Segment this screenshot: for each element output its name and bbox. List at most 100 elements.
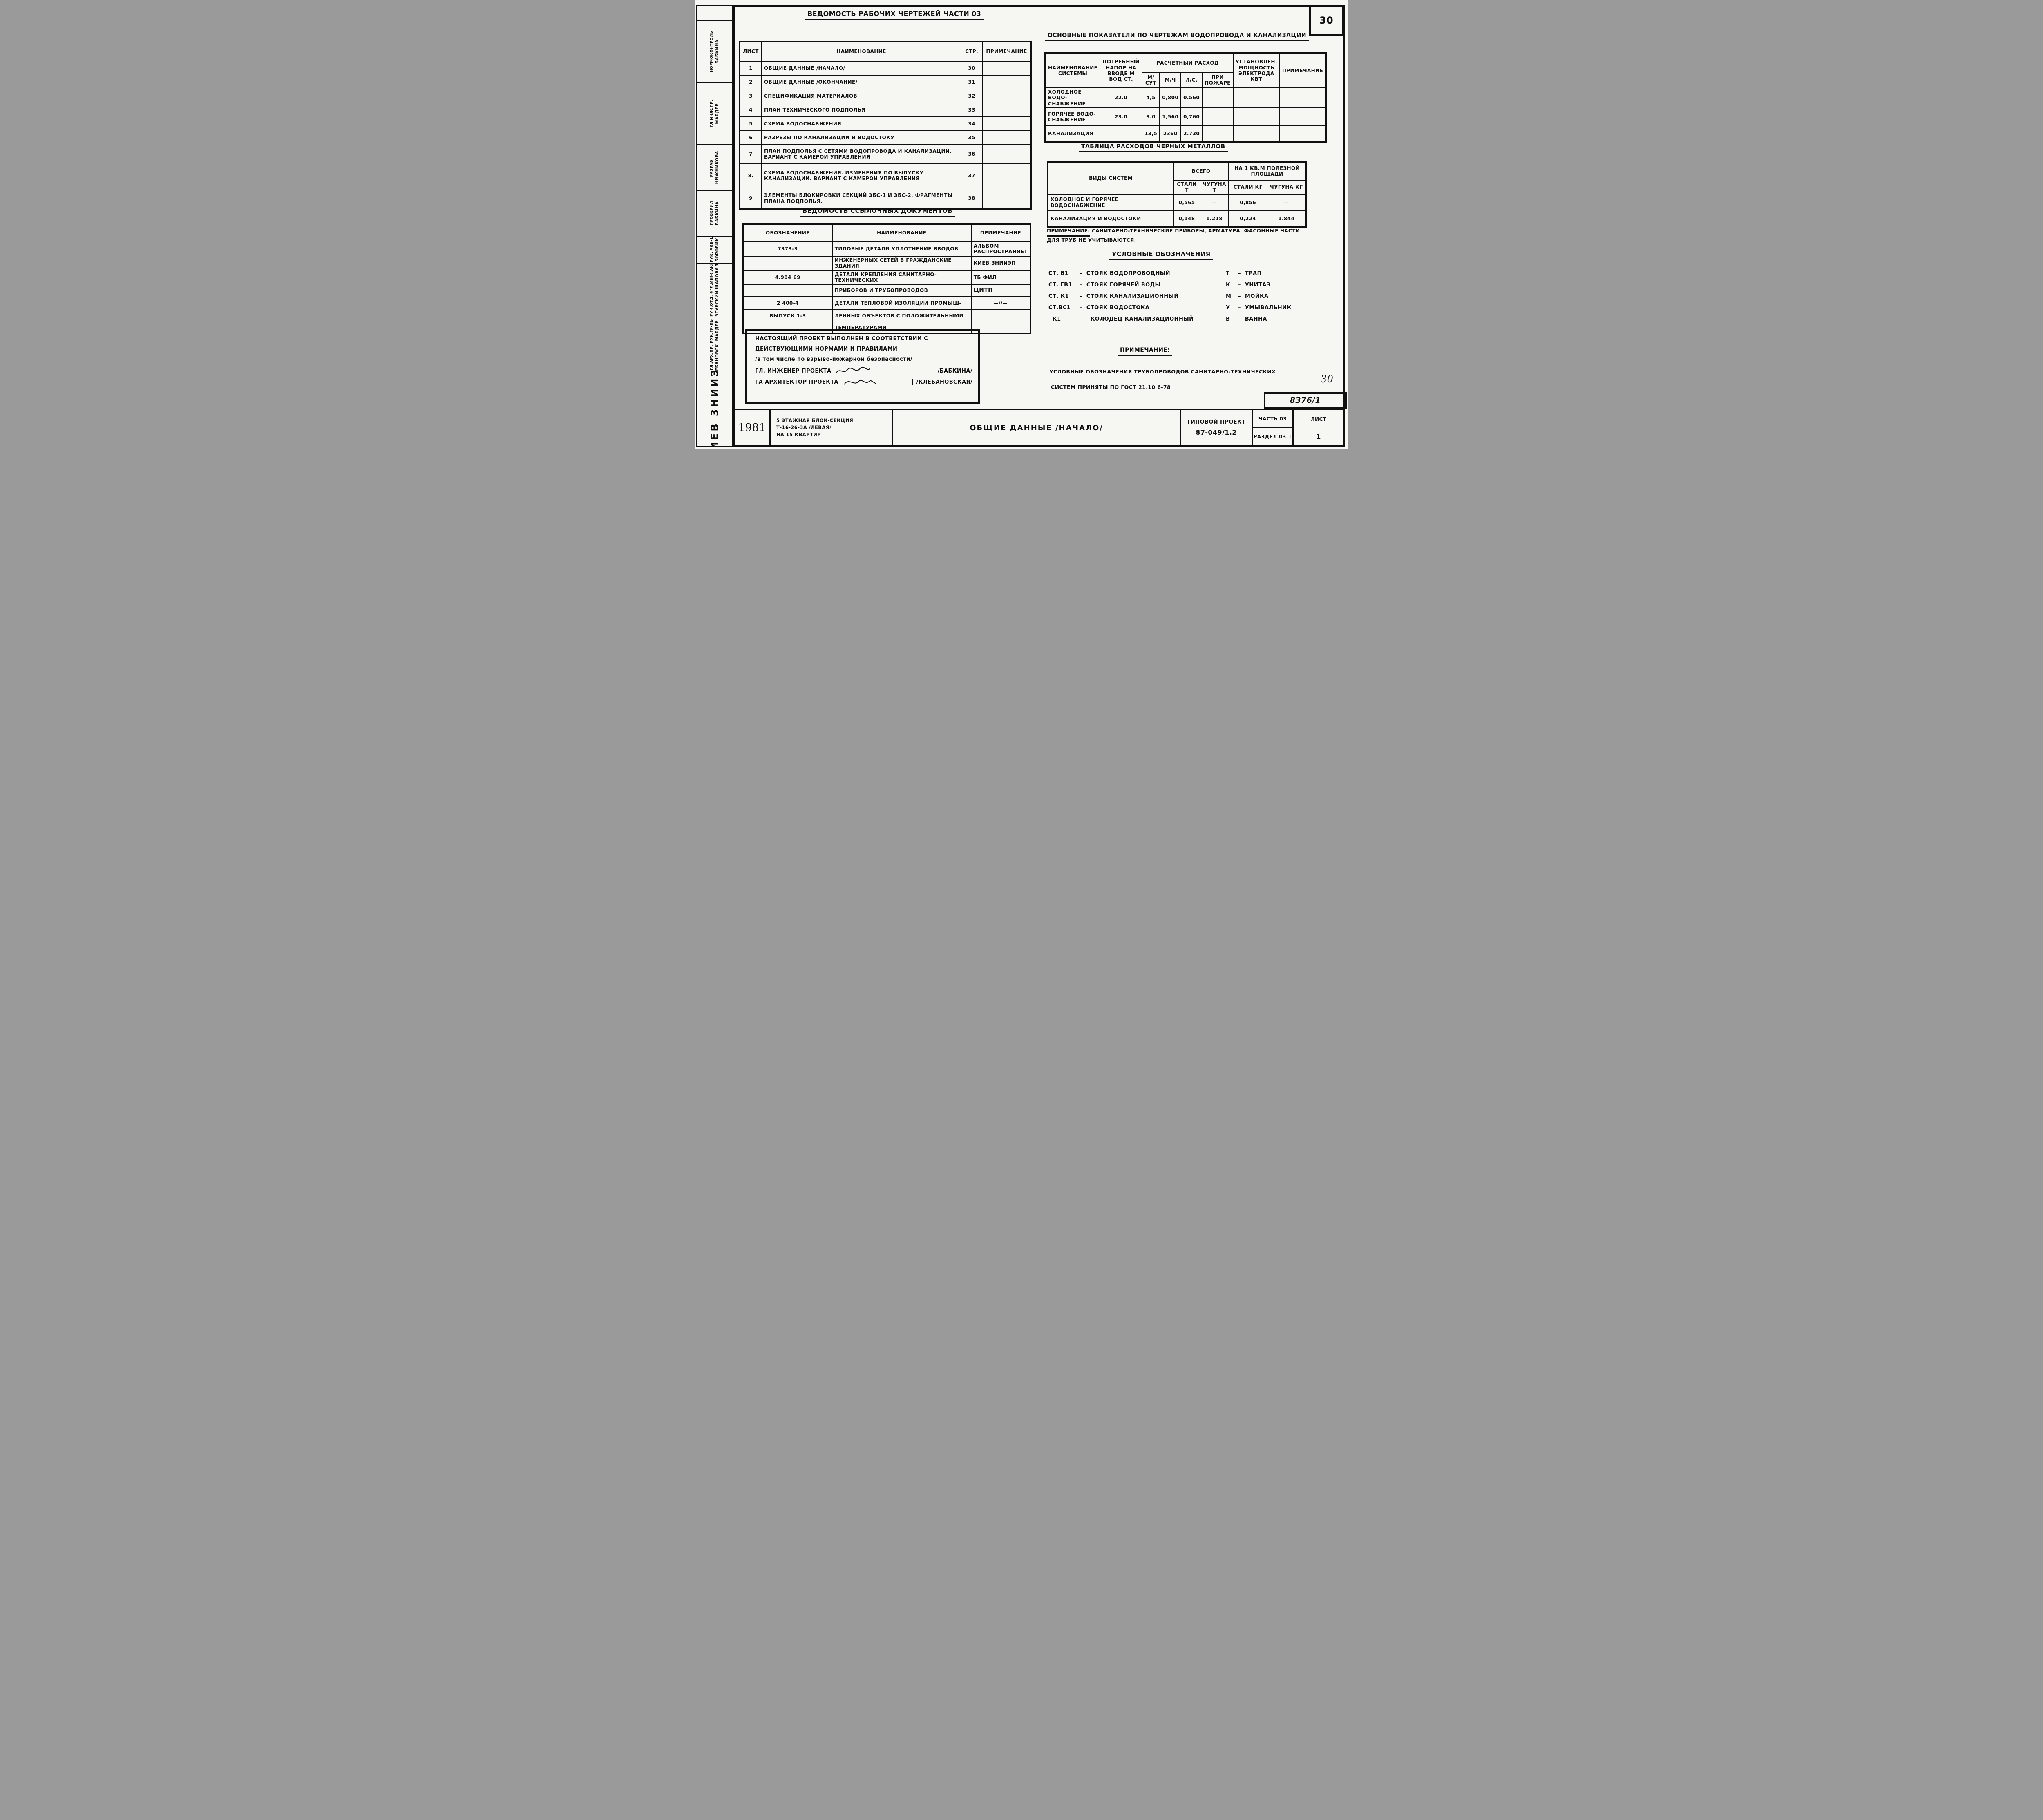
signature-role: Гл. инженер проекта bbox=[755, 368, 832, 374]
col-hour: м/ч bbox=[1159, 72, 1182, 88]
legend-item: М – Мойка bbox=[1226, 293, 1340, 299]
cell-note bbox=[982, 61, 1032, 76]
stamp-role: Гл.инж.пр. bbox=[710, 100, 714, 127]
worksheets-title: Ведомость рабочих чертежей части 03 bbox=[805, 10, 984, 20]
object-line1: 5 этажная блок-секция bbox=[776, 418, 854, 424]
cell-note bbox=[1279, 87, 1327, 109]
cell-iron-t: — bbox=[1200, 194, 1229, 211]
worksheets-table: Лист Наименование Стр. Примечание 1 Общи… bbox=[739, 41, 1032, 210]
note2-title-wrap: Примечание: bbox=[1118, 346, 1173, 356]
cell-note bbox=[982, 188, 1032, 210]
cell-day: 13,5 bbox=[1141, 125, 1160, 143]
cell-name: План технического подполья bbox=[761, 103, 962, 117]
table-row: 2 400-4 Детали тепловой изоляции промыш-… bbox=[742, 296, 1031, 310]
stamp-role: Гл.инж.АКБ bbox=[710, 264, 714, 290]
legend-symbol: Ст. К1 bbox=[1048, 293, 1069, 299]
table-row: 8. Схема водоснабжения. Изменения по вып… bbox=[739, 163, 1032, 188]
table-row: 3 Спецификация материалов 32 bbox=[739, 89, 1032, 103]
dash: – bbox=[1080, 293, 1082, 299]
dash: – bbox=[1080, 270, 1082, 277]
legend-item: Ст. К1 – Стояк канализационный bbox=[1048, 293, 1212, 299]
cell-sheet: 9 bbox=[739, 188, 762, 210]
table-row: 9 Элементы блокировки секций ЭБС-1 и ЭБС… bbox=[739, 188, 1032, 210]
cell-sec: 2.730 bbox=[1180, 125, 1203, 143]
legend-title-wrap: Условные обозначения bbox=[1109, 250, 1213, 260]
cell-code: 2 400-4 bbox=[742, 296, 833, 310]
table-row: 5 Схема водоснабжения 34 bbox=[739, 116, 1032, 131]
table-row: Горячее водо-снабжение 23.0 9.0 1,560 0,… bbox=[1044, 107, 1327, 127]
legend-label: Унитаз bbox=[1245, 282, 1271, 288]
title-block-project: Типовой проект 87-049/1.2 bbox=[1181, 410, 1253, 445]
cell-steel-t: 0,565 bbox=[1173, 194, 1201, 211]
col-system: Наименование системы bbox=[1044, 53, 1101, 88]
legend-symbol: К1 bbox=[1053, 316, 1061, 322]
stamp-spacer bbox=[697, 6, 732, 21]
table-row: 4 План технического подполья 33 bbox=[739, 103, 1032, 117]
dash: – bbox=[1238, 316, 1241, 322]
table-row: 4.904 69 Детали крепления санитарно-техн… bbox=[742, 270, 1031, 285]
cell-name: Детали тепловой изоляции промыш- bbox=[832, 296, 972, 310]
cell-name: Разрезы по канализации и водостоку bbox=[761, 130, 962, 145]
cell-sheet: 5 bbox=[739, 116, 762, 131]
cell-sheet: 1 bbox=[739, 61, 762, 76]
cell-name: Элементы блокировки секций ЭБС-1 и ЭБС-2… bbox=[761, 188, 962, 210]
cell-note: ЦИТП bbox=[970, 284, 1031, 297]
cell-system: Горячее водо-снабжение bbox=[1044, 107, 1101, 127]
cell-name: План подполья с сетями водопровода и кан… bbox=[761, 144, 962, 164]
legend-label: Ванна bbox=[1245, 316, 1267, 322]
worksheets-title-wrap: Ведомость рабочих чертежей части 03 bbox=[805, 10, 984, 20]
cell-note: Тб фил bbox=[970, 270, 1031, 285]
table-row: Канализация и водостоки 0,148 1.218 0,22… bbox=[1047, 210, 1306, 228]
note2-line1: Условные обозначения трубопроводов санит… bbox=[1049, 368, 1276, 375]
cell-system: Холодное водо-снабжение bbox=[1044, 87, 1101, 109]
col-page: Стр. bbox=[961, 41, 983, 62]
legend-label: Стояк водостока bbox=[1086, 305, 1150, 311]
stamp-entry: Рук. АКБ-1 Боровик bbox=[697, 237, 732, 264]
cell-iron-kg: 1.844 bbox=[1267, 210, 1306, 228]
legend-item: Ст. ГВ1 – Стояк горячей воды bbox=[1048, 282, 1212, 288]
legend-right-column: Т – Трап К – Унитаз М – Мойка У – Умывал… bbox=[1226, 270, 1340, 328]
dash: – bbox=[1080, 305, 1082, 311]
metals-title-wrap: Таблица расходов черных металлов bbox=[1079, 142, 1228, 152]
cell-power bbox=[1232, 107, 1280, 127]
cell-note bbox=[982, 75, 1032, 89]
legend-symbol: У bbox=[1226, 305, 1230, 311]
handwritten-page-number: 30 bbox=[1321, 373, 1334, 385]
legend-label: Колодец канализационный bbox=[1090, 316, 1194, 322]
legend-symbol: Ст. ГВ1 bbox=[1048, 282, 1072, 288]
col-flow: Расчетный расход bbox=[1141, 53, 1234, 73]
cell-note bbox=[982, 89, 1032, 103]
cell-steel-t: 0,148 bbox=[1173, 210, 1201, 228]
cell-iron-kg: — bbox=[1267, 194, 1306, 211]
stamp-role: Проверил bbox=[710, 201, 714, 226]
table-subheader-row: Стали Т Чугуна Т Стали кг Чугуна кг bbox=[1048, 180, 1306, 195]
legend-item: У – Умывальник bbox=[1226, 305, 1340, 311]
col-steel-t: Стали Т bbox=[1173, 180, 1201, 195]
cell-page: 30 bbox=[961, 61, 983, 76]
statement-line1: Настоящий проект выполнен в соответствии… bbox=[755, 336, 928, 342]
cell-page: 34 bbox=[961, 116, 983, 131]
col-day: м/сут bbox=[1141, 72, 1160, 88]
references-title-wrap: Ведомость ссылочных документов bbox=[800, 207, 955, 217]
cell-note: Киев ЗНИИЭП bbox=[970, 255, 1031, 271]
cell-page: 37 bbox=[961, 163, 983, 188]
statement-line2: действующими нормами и правилами bbox=[755, 346, 898, 352]
table-row: Выпуск 1-3 ленных объектов с положительн… bbox=[742, 309, 1031, 323]
org-name-cell: Киев ЗНИИЭП bbox=[697, 371, 732, 446]
dash: – bbox=[1238, 305, 1241, 311]
col-iron-t: Чугуна Т bbox=[1200, 180, 1229, 195]
metals-title: Таблица расходов черных металлов bbox=[1079, 143, 1228, 152]
cell-page: 32 bbox=[961, 89, 983, 103]
col-steel-kg: Стали кг bbox=[1228, 180, 1268, 195]
legend-symbol: Т bbox=[1226, 270, 1230, 277]
cell-day: 4,5 bbox=[1141, 87, 1160, 109]
cell-fire bbox=[1202, 107, 1234, 127]
stamp-name: Бабкина bbox=[715, 39, 720, 64]
project-number: 87-049/1.2 bbox=[1196, 429, 1237, 436]
table-row: инженерных сетей в гражданские здания Ки… bbox=[742, 255, 1031, 271]
section-label: раздел 03.1 bbox=[1253, 434, 1292, 440]
cell-page: 38 bbox=[961, 188, 983, 210]
col-sheet: Лист bbox=[739, 41, 762, 62]
cell-code: 4.904 69 bbox=[742, 270, 833, 285]
cell-name: температурами bbox=[832, 322, 972, 334]
